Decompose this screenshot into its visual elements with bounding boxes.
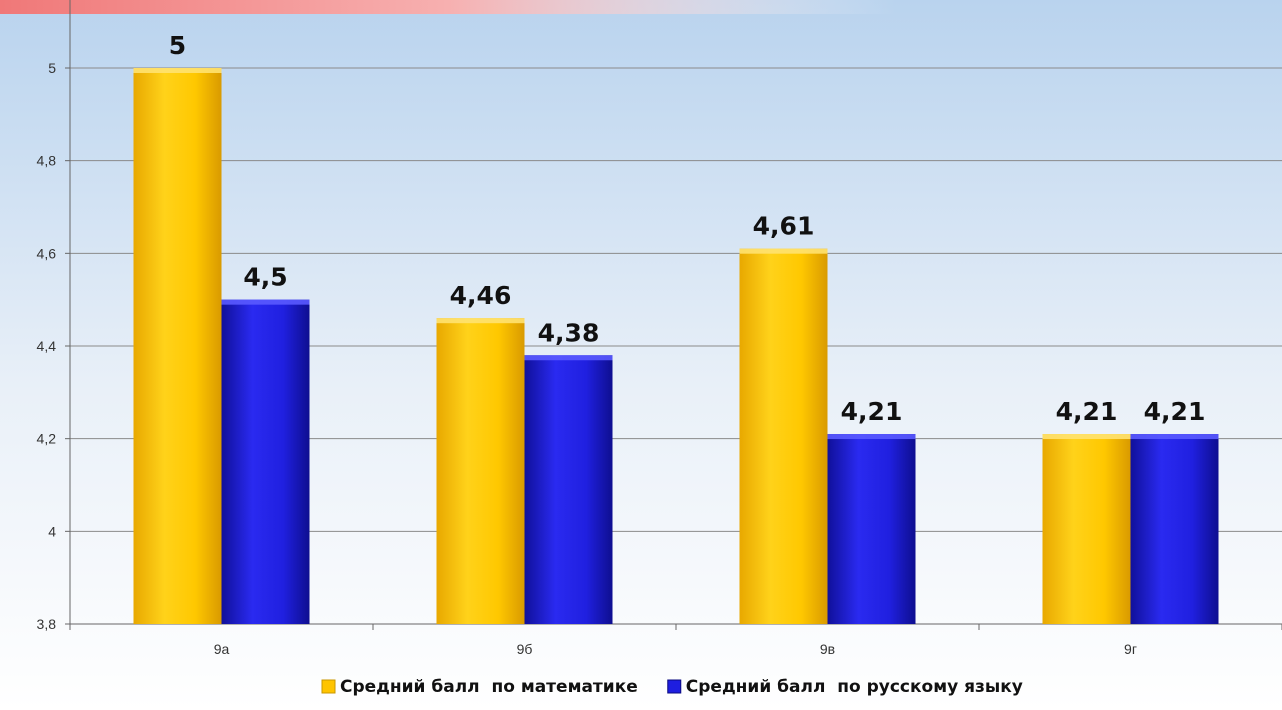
data-label: 4,46	[450, 281, 512, 310]
legend: Средний балл по математике Средний балл п…	[321, 677, 1023, 697]
y-tick-label: 4,6	[37, 245, 57, 261]
bar-top-highlight	[524, 355, 613, 361]
bar-top-highlight	[1042, 434, 1131, 440]
bar-top-highlight	[739, 248, 828, 254]
data-label: 4,38	[538, 318, 600, 347]
bar-top-highlight	[827, 434, 916, 440]
bar-top-highlight	[436, 318, 525, 324]
y-tick-label: 4,2	[37, 431, 57, 447]
data-labels: 5 4,5 4,46 4,38 4,61 4,21 4,21 4,21	[169, 31, 1206, 426]
bar-math	[739, 248, 828, 624]
bar-russian	[221, 299, 310, 624]
bar-math	[133, 68, 222, 624]
bar-top-highlight	[221, 299, 310, 305]
category-label: 9б	[517, 641, 533, 657]
bar-top-highlight	[1130, 434, 1219, 440]
bar-top-highlight	[133, 68, 222, 73]
data-label: 5	[169, 31, 186, 60]
data-label: 4,5	[243, 263, 287, 292]
y-tick-label: 4,4	[37, 338, 57, 354]
bar-russian	[1130, 434, 1219, 624]
data-label: 4,21	[1056, 397, 1118, 426]
data-label: 4,61	[753, 212, 815, 241]
data-label: 4,21	[1144, 397, 1206, 426]
legend-label: Средний балл по русскому языку	[686, 677, 1023, 697]
bar-math	[436, 318, 525, 624]
category-label: 9в	[820, 641, 835, 657]
legend-swatch	[321, 679, 336, 694]
top-accent-strip	[0, 0, 1282, 14]
data-label: 4,21	[841, 397, 903, 426]
category-label: 9г	[1124, 641, 1137, 657]
y-tick-label: 5	[48, 60, 56, 76]
bar-russian	[827, 434, 916, 624]
bar-math	[1042, 434, 1131, 624]
bars	[133, 68, 1219, 624]
legend-swatch	[667, 679, 682, 694]
bar-russian	[524, 355, 613, 624]
y-tick-label: 3,8	[37, 616, 57, 632]
category-label: 9а	[214, 641, 230, 657]
y-tick-label: 4	[48, 523, 56, 539]
legend-label: Средний балл по математике	[340, 677, 638, 697]
y-tick-label: 4,8	[37, 153, 57, 169]
